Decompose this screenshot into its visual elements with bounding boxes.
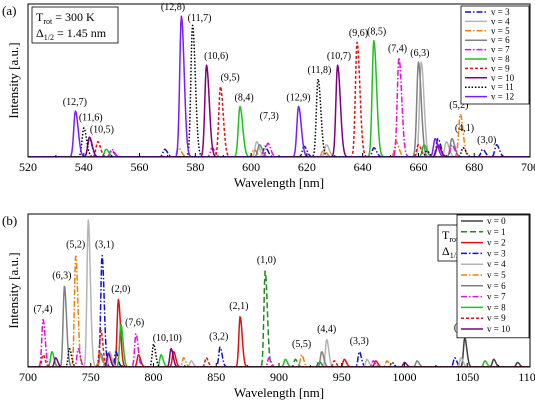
peak-label: (5,2) (449, 100, 468, 111)
peak-label: (11,8) (308, 65, 332, 76)
series-line-2 (28, 298, 530, 367)
peak-label: (11,6) (79, 112, 103, 123)
peak-label: (2,0) (111, 284, 130, 295)
x-tick-label: 680 (465, 160, 483, 174)
legend-entry: v = 3 (491, 7, 510, 17)
peak-label: (3,1) (95, 240, 114, 251)
peak-label: (9,5) (221, 73, 240, 84)
peak-label: (4,4) (317, 324, 336, 335)
x-tick-label: 800 (145, 370, 163, 384)
legend-entry: v = 4 (491, 16, 510, 26)
legend-entry: v = 11 (491, 82, 514, 92)
y-axis-label: Intensity [a.u.] (6, 42, 21, 118)
x-tick-label: 580 (186, 160, 204, 174)
legend-entry: v = 8 (491, 54, 510, 64)
legend-frame (456, 214, 530, 339)
info-box: Trot = 300 KΔ1/2 = 1.45 nm (31, 6, 119, 44)
x-tick-label: 950 (333, 370, 351, 384)
x-tick-label: 540 (75, 160, 93, 174)
x-tick-label: 640 (354, 160, 372, 174)
legend-entry: v = 6 (491, 35, 510, 45)
series-line-4 (28, 61, 530, 157)
legend: v = 3v = 4v = 5v = 6v = 7v = 8v = 9v = 1… (460, 5, 530, 105)
peak-label: (7,6) (125, 318, 144, 329)
x-tick-label: 600 (242, 160, 260, 174)
series-line-10 (28, 348, 530, 367)
peak-label: (5,5) (292, 339, 311, 350)
legend-entry: v = 10 (487, 324, 511, 334)
peak-label: (12,9) (286, 92, 310, 103)
x-tick-label: 750 (82, 370, 100, 384)
legend-entry: v = 9 (487, 313, 506, 323)
info-box-frame (31, 6, 119, 44)
x-tick-label: 1050 (455, 370, 479, 384)
x-tick-label: 1000 (393, 370, 417, 384)
peak-label: (3,3) (350, 336, 369, 347)
series-line-8 (28, 39, 530, 157)
x-axis-label: Wavelength [nm] (234, 175, 324, 190)
peak-label: (9,6) (349, 28, 368, 39)
peak-label: (5,2) (66, 240, 85, 251)
x-tick-label: 900 (270, 370, 288, 384)
series-group (28, 219, 530, 367)
peak-label: (10,10) (153, 333, 182, 344)
peak-label: (4,1) (455, 123, 474, 134)
series-line-4 (28, 219, 530, 367)
legend-entry: v = 2 (487, 238, 506, 248)
chart-panel-b: 700 750 800 850 900 950 1000 1050 1100 Wavelength… (2, 213, 535, 400)
peak-label: (12,8) (161, 2, 185, 13)
legend-entry: v = 7 (487, 292, 506, 302)
y-axis-label: Intensity [a.u.] (6, 252, 21, 328)
peak-label: (2,1) (229, 301, 248, 312)
info-linewidth: Δ1/2 = 1.45 nm (36, 26, 107, 42)
x-tick-label: 700 (521, 160, 535, 174)
peak-label: (7,4) (388, 43, 407, 54)
peak-label: (12,7) (63, 97, 87, 108)
legend-entry: v = 10 (491, 73, 515, 83)
x-tick-label: 850 (207, 370, 225, 384)
legend-entry: v = 1 (487, 227, 506, 237)
panel-tag: (b) (2, 213, 17, 228)
x-tick-label: 620 (298, 160, 316, 174)
legend-entry: v = 9 (491, 63, 510, 73)
peak-label: (8,5) (367, 27, 386, 38)
peak-label: (7,4) (33, 304, 52, 315)
chart-panel-a: 520 540 560 580 600 620 640 660 680 700 Wavelength… (2, 2, 535, 190)
legend-entry: v = 12 (491, 92, 514, 102)
peak-label: (10,7) (327, 51, 351, 62)
peak-label: (6,3) (52, 270, 71, 281)
peak-label: (10,5) (90, 125, 114, 136)
legend-entry: v = 6 (487, 281, 506, 291)
panel-tag: (a) (2, 3, 16, 18)
x-tick-label: 1100 (518, 370, 535, 384)
legend-entry: v = 0 (487, 216, 506, 226)
legend-entry: v = 4 (487, 259, 506, 269)
peak-label: (8,4) (235, 92, 254, 103)
x-tick-label: 520 (19, 160, 37, 174)
x-tick-label: 700 (19, 370, 37, 384)
x-tick-label: 560 (131, 160, 149, 174)
peak-label: (10,6) (204, 51, 228, 62)
x-axis-label: Wavelength [nm] (234, 385, 324, 400)
legend-entry: v = 5 (491, 26, 510, 36)
series-line-11 (28, 24, 530, 157)
legend-entry: v = 3 (487, 248, 506, 258)
peak-label: (6,3) (410, 48, 429, 59)
legend-entry: v = 5 (487, 270, 506, 280)
peak-label: (3,2) (209, 331, 228, 342)
peak-label: (1,0) (257, 255, 276, 266)
legend-entry: v = 8 (487, 302, 506, 312)
legend-entry: v = 7 (491, 45, 510, 55)
legend-frame (460, 5, 530, 105)
peak-label: (7,3) (260, 111, 279, 122)
legend: v = 0v = 1v = 2v = 3v = 4v = 5v = 6v = 7… (456, 214, 530, 339)
x-tick-label: 660 (409, 160, 427, 174)
peak-label: (3,0) (477, 135, 496, 146)
peak-label: (11,7) (188, 13, 212, 24)
